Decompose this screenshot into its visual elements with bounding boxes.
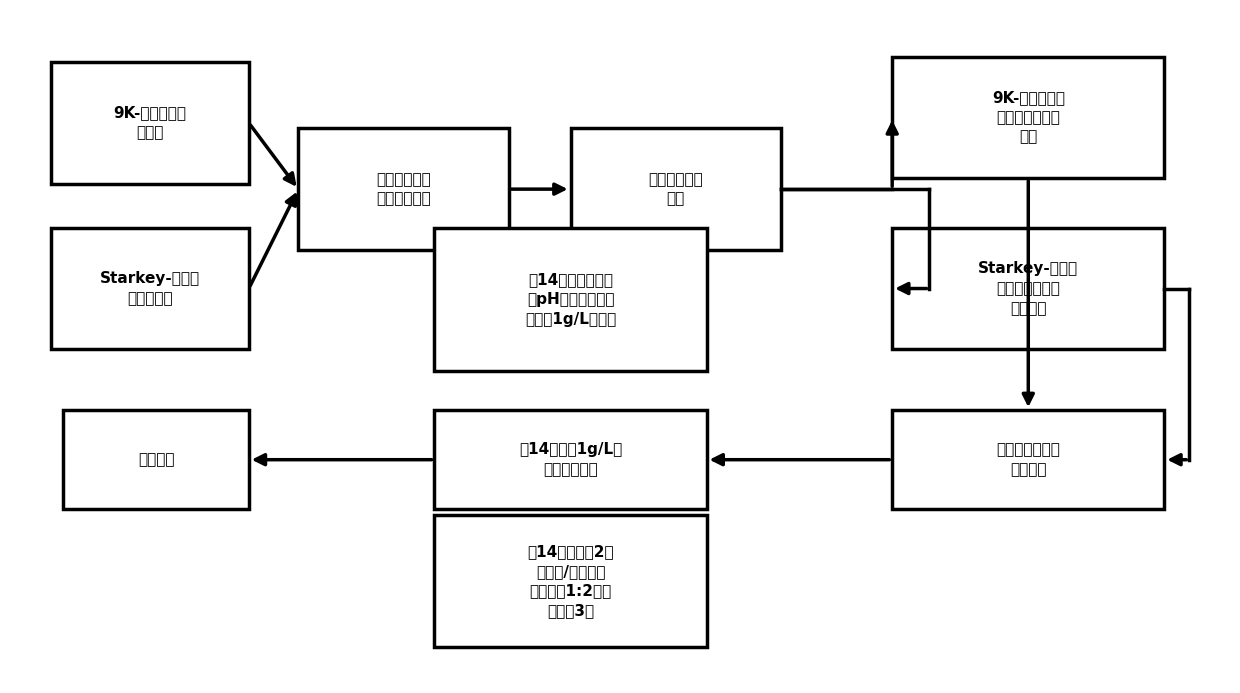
FancyBboxPatch shape xyxy=(434,228,707,371)
Text: 第14天起，维持恒
定pH弱化铁矾钝化
，加入1g/L单质硫: 第14天起，维持恒 定pH弱化铁矾钝化 ，加入1g/L单质硫 xyxy=(525,272,616,327)
FancyBboxPatch shape xyxy=(893,228,1164,349)
FancyBboxPatch shape xyxy=(434,410,707,509)
Text: 9K-基础培养基
洗涤细胞，离心
收集: 9K-基础培养基 洗涤细胞，离心 收集 xyxy=(992,90,1065,145)
Text: Starkey-基础培
养基洗涤细胞，
离心收集: Starkey-基础培 养基洗涤细胞， 离心收集 xyxy=(978,261,1079,316)
FancyBboxPatch shape xyxy=(570,128,781,250)
Text: 第14天加入1g/L的
亚铁和铁离子: 第14天加入1g/L的 亚铁和铁离子 xyxy=(518,442,622,477)
FancyBboxPatch shape xyxy=(434,515,707,647)
Text: 9K-培养基培养
铁氧化: 9K-培养基培养 铁氧化 xyxy=(113,105,186,140)
Text: 接种到黄铜矿复
合培养基: 接种到黄铜矿复 合培养基 xyxy=(997,442,1060,477)
Text: 第14天起，每2天
补加铁/硫氧化菌
种细胞（1:2比例
），共3次: 第14天起，每2天 补加铁/硫氧化菌 种细胞（1:2比例 ），共3次 xyxy=(527,544,614,618)
FancyBboxPatch shape xyxy=(893,57,1164,178)
Text: 浸出结束: 浸出结束 xyxy=(138,453,175,467)
FancyBboxPatch shape xyxy=(51,62,249,184)
Text: 低速除去未利
用铁矾和硫渣: 低速除去未利 用铁矾和硫渣 xyxy=(376,172,430,207)
Text: 高速离心收集
菌体: 高速离心收集 菌体 xyxy=(649,172,703,207)
FancyBboxPatch shape xyxy=(63,410,249,509)
Text: Starkey-培养基
硫氧化菌种: Starkey-培养基 硫氧化菌种 xyxy=(99,271,200,306)
FancyBboxPatch shape xyxy=(299,128,508,250)
FancyBboxPatch shape xyxy=(893,410,1164,509)
FancyBboxPatch shape xyxy=(51,228,249,349)
